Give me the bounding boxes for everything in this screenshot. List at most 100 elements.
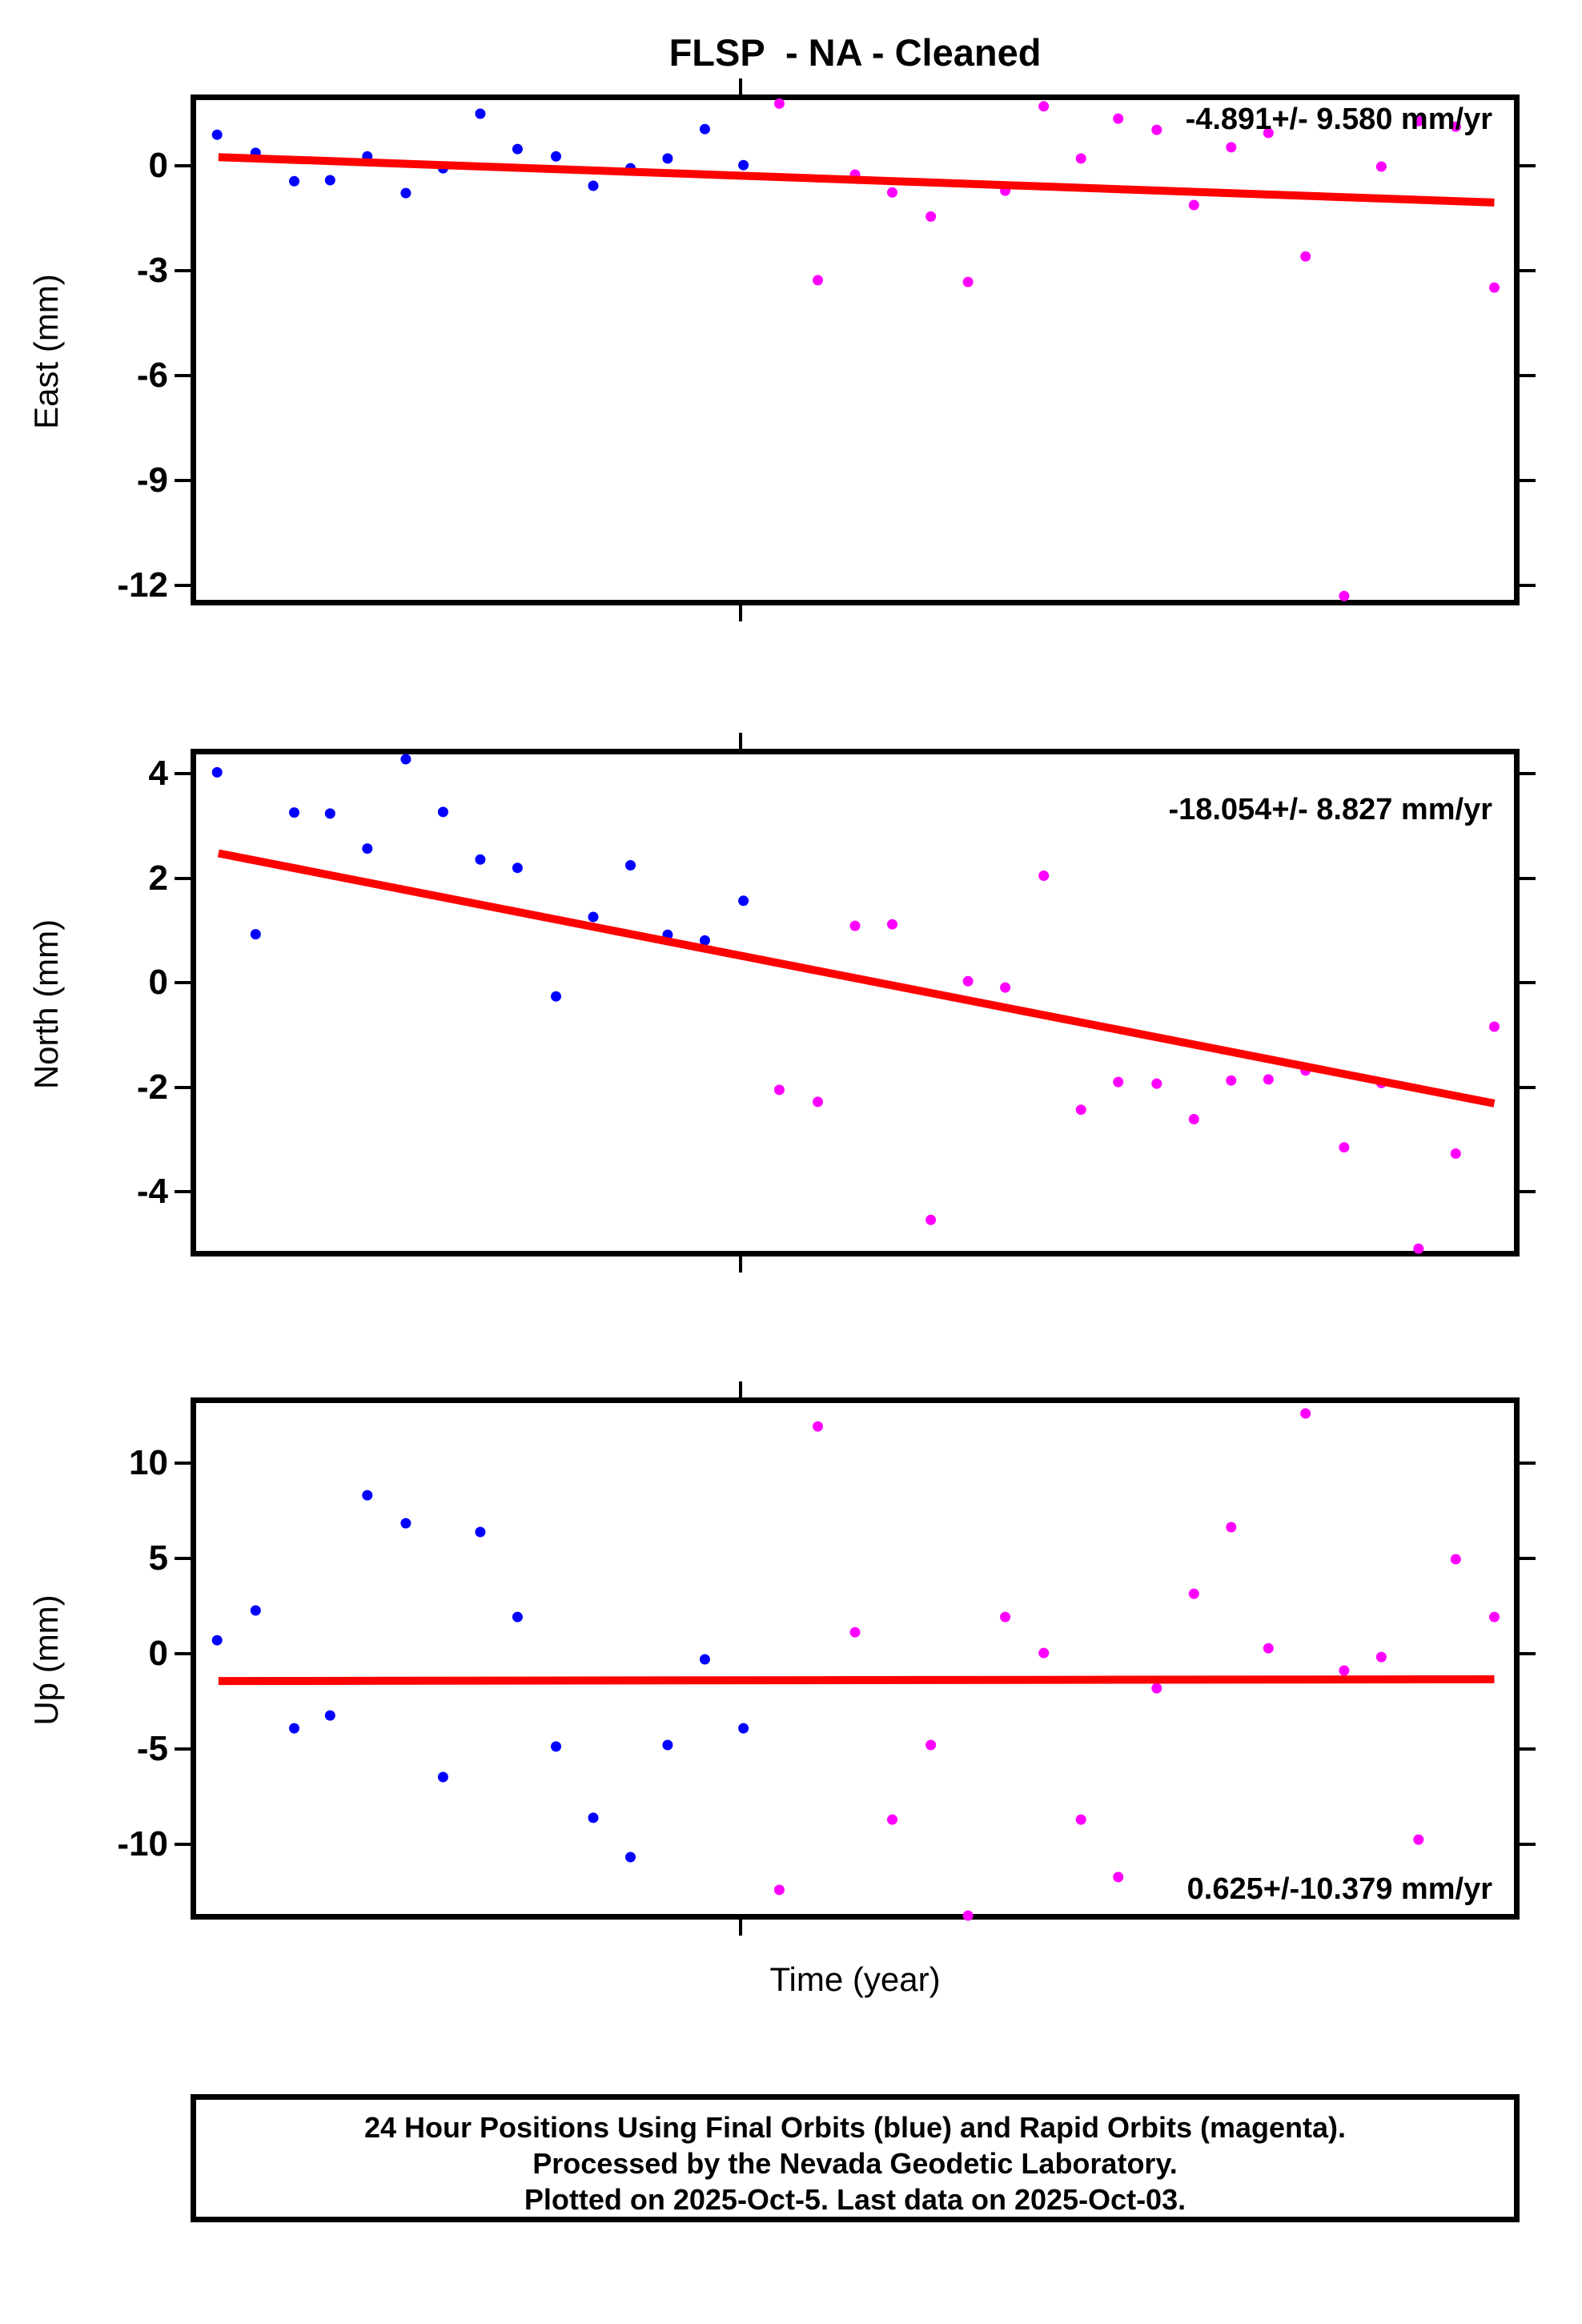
rapid-orbit-point xyxy=(1339,1142,1350,1153)
final-orbit-point xyxy=(289,175,299,187)
rapid-orbit-point xyxy=(1339,1665,1350,1676)
rapid-orbit-point xyxy=(1300,251,1311,262)
final-orbit-point xyxy=(551,151,561,162)
rapid-orbit-point xyxy=(849,1626,861,1638)
rapid-orbit-point xyxy=(1413,1243,1424,1254)
final-orbit-point xyxy=(625,1852,636,1863)
rapid-orbit-point xyxy=(1226,142,1237,153)
x-tick-top xyxy=(739,733,743,749)
rapid-orbit-point xyxy=(1188,199,1199,211)
plot-frame xyxy=(191,600,1520,605)
final-orbit-point xyxy=(475,1526,486,1538)
final-orbit-point xyxy=(512,862,523,874)
final-orbit-point xyxy=(738,159,749,171)
y-tick-left xyxy=(175,1085,191,1089)
y-tick-left xyxy=(175,479,191,483)
y-tick-right xyxy=(1520,1190,1536,1194)
north-rate-annotation: -18.054+/- 8.827 mm/yr xyxy=(1168,793,1492,826)
final-orbit-point xyxy=(588,911,599,923)
y-tick-right xyxy=(1520,1557,1536,1561)
rapid-orbit-point xyxy=(926,211,937,222)
plot-frame xyxy=(1514,749,1520,1256)
y-tick-left xyxy=(175,1747,191,1751)
y-tick-label: 0 xyxy=(148,1634,168,1674)
y-tick-left xyxy=(175,374,191,378)
final-orbit-point xyxy=(588,1812,599,1823)
rapid-orbit-point xyxy=(1038,870,1050,881)
y-tick-right xyxy=(1520,1747,1536,1751)
y-tick-right xyxy=(1520,772,1536,776)
rapid-orbit-point xyxy=(1075,1104,1086,1116)
y-tick-left xyxy=(175,1190,191,1194)
rapid-orbit-point xyxy=(1038,1647,1050,1659)
x-tick-top xyxy=(739,1381,743,1397)
y-tick-label: -9 xyxy=(136,460,168,501)
rapid-orbit-point xyxy=(1000,982,1011,993)
y-tick-left xyxy=(175,772,191,776)
rapid-orbit-point xyxy=(773,1084,785,1096)
y-tick-label: 10 xyxy=(129,1443,168,1483)
rapid-orbit-point xyxy=(1151,124,1162,135)
plot-frame xyxy=(191,1251,1520,1256)
trend-line xyxy=(218,153,1495,207)
plot-frame xyxy=(191,1397,1520,1403)
y-tick-left xyxy=(175,269,191,273)
east-panel: 0 -3 -6 -9 -12 -4.891+/- 9.580 mm/yr xyxy=(117,78,1536,621)
final-orbit-point xyxy=(699,123,710,135)
y-tick-left xyxy=(175,1557,191,1561)
final-orbit-point xyxy=(362,1490,373,1501)
y-tick-left xyxy=(175,584,191,588)
x-tick-bottom xyxy=(739,1256,743,1273)
rapid-orbit-point xyxy=(1113,113,1124,124)
rapid-orbit-point xyxy=(926,1214,937,1225)
rapid-orbit-point xyxy=(1263,1074,1274,1085)
rapid-orbit-point xyxy=(1263,1642,1274,1654)
x-tick-bottom xyxy=(739,605,743,621)
rapid-orbit-point xyxy=(1489,282,1500,293)
rapid-orbit-point xyxy=(1188,1588,1199,1599)
y-tick-left xyxy=(175,1652,191,1656)
y-tick-right xyxy=(1520,981,1536,985)
y-tick-right xyxy=(1520,1085,1536,1089)
y-tick-label: 0 xyxy=(148,963,168,1003)
east-plot-area xyxy=(211,98,1500,601)
final-orbit-point xyxy=(662,153,673,164)
final-orbit-point xyxy=(250,1605,261,1616)
final-orbit-point xyxy=(211,129,223,140)
rapid-orbit-point xyxy=(887,919,897,930)
rapid-orbit-point xyxy=(1188,1114,1199,1124)
trend-line xyxy=(218,1675,1495,1686)
y-tick-label: -2 xyxy=(136,1067,168,1107)
x-axis-label: Time (year) xyxy=(769,1960,941,1998)
rapid-orbit-point xyxy=(813,275,823,286)
rapid-orbit-point xyxy=(1113,1076,1124,1088)
plot-frame xyxy=(191,1914,1520,1920)
plot-frame xyxy=(1514,1397,1520,1920)
rapid-orbit-point xyxy=(1075,1814,1086,1825)
y-tick-right xyxy=(1520,269,1536,273)
y-tick-right xyxy=(1520,584,1536,588)
rapid-orbit-point xyxy=(1075,153,1086,164)
rapid-orbit-point xyxy=(849,920,861,931)
up-plot-area xyxy=(211,1408,1500,1921)
plot-frame xyxy=(191,1397,196,1920)
rapid-orbit-point xyxy=(962,975,974,987)
up-rate-annotation: 0.625+/-10.379 mm/yr xyxy=(1186,1872,1492,1906)
up-panel: 10 5 0 -5 -10 0.625+/-10.379 mm/yr xyxy=(117,1381,1536,1936)
east-rate-annotation: -4.891+/- 9.580 mm/yr xyxy=(1185,103,1492,136)
y-tick-left xyxy=(175,876,191,880)
up-axis-label: Up (mm) xyxy=(27,1594,65,1726)
rapid-orbit-point xyxy=(1450,1554,1461,1565)
final-orbit-point xyxy=(512,143,523,155)
final-orbit-point xyxy=(512,1611,523,1622)
y-tick-right xyxy=(1520,1843,1536,1846)
y-tick-left xyxy=(175,164,191,168)
x-tick-bottom xyxy=(739,1920,743,1936)
y-tick-right xyxy=(1520,1462,1536,1466)
rapid-orbit-point xyxy=(962,276,974,287)
final-orbit-point xyxy=(738,895,749,907)
trend-line xyxy=(217,849,1496,1108)
final-orbit-point xyxy=(362,843,373,854)
rapid-orbit-point xyxy=(1489,1021,1500,1032)
